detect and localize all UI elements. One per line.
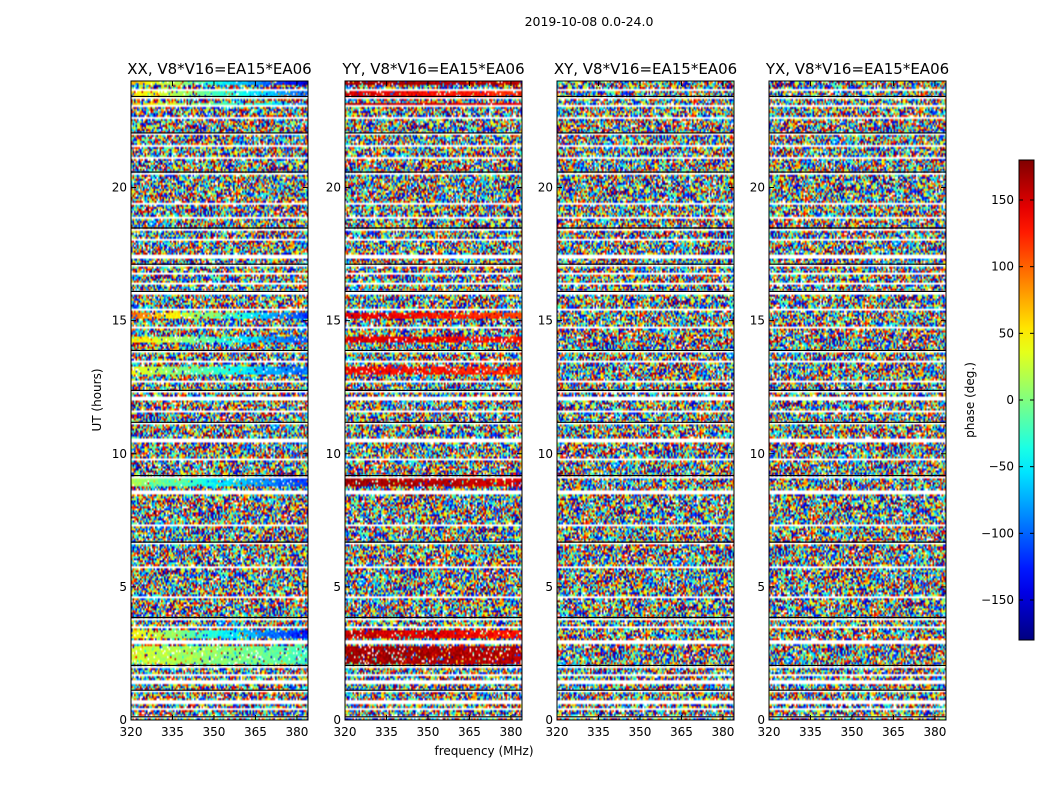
panel-frame	[556, 80, 735, 721]
colorbar-tick-label: −150	[981, 593, 1014, 607]
colorbar-label: phase (deg.)	[963, 362, 977, 438]
x-tick-label: 320	[120, 725, 143, 739]
y-tick-label: 10	[326, 447, 341, 461]
x-tick-label: 350	[203, 725, 226, 739]
y-tick-label: 15	[750, 314, 765, 328]
y-axis-label: UT (hours)	[90, 368, 104, 431]
x-tick-label: 350	[841, 725, 864, 739]
figure-suptitle: 2019-10-08 0.0-24.0	[525, 14, 654, 29]
panel-4: YX, V8*V16=EA15*EA06 320 335 350 365 380 0 5 10 1…	[750, 60, 949, 739]
phase-heatmap	[769, 81, 946, 720]
panel-frame	[344, 80, 523, 721]
phase-heatmap	[345, 81, 522, 720]
y-tick-label: 0	[757, 713, 765, 727]
colorbar-tick-label: −100	[981, 526, 1014, 540]
y-tick-label: 10	[750, 447, 765, 461]
y-tick-label: 5	[119, 580, 127, 594]
x-tick-label: 380	[285, 725, 308, 739]
colorbar: −150 −100 −50 0 50 100 150	[981, 159, 1035, 641]
panel-3: XY, V8*V16=EA15*EA06 320 335 350 365 380 0 5 10 1…	[538, 60, 737, 739]
panel-frame	[768, 80, 947, 721]
panel-title: XY, V8*V16=EA15*EA06	[554, 60, 737, 78]
x-tick-label: 380	[923, 725, 946, 739]
x-tick-label: 335	[587, 725, 610, 739]
y-tick-label: 0	[545, 713, 553, 727]
y-tick-label: 15	[538, 314, 553, 328]
x-tick-label: 320	[758, 725, 781, 739]
x-tick-label: 380	[711, 725, 734, 739]
y-tick-label: 0	[333, 713, 341, 727]
y-tick-label: 20	[538, 181, 553, 195]
y-tick-label: 5	[545, 580, 553, 594]
x-tick-label: 350	[629, 725, 652, 739]
panel-frame	[130, 80, 309, 721]
y-tick-label: 15	[112, 314, 127, 328]
colorbar-tick-label: 0	[1006, 393, 1014, 407]
y-tick-label: 10	[538, 447, 553, 461]
y-tick-label: 20	[750, 181, 765, 195]
panel-1: XX, V8*V16=EA15*EA06 320 335 350 365 380 0 5 10 1…	[112, 60, 312, 739]
x-tick-label: 335	[799, 725, 822, 739]
colorbar-tick-label: −50	[989, 460, 1014, 474]
x-tick-label: 365	[670, 725, 693, 739]
y-tick-label: 5	[757, 580, 765, 594]
y-tick-label: 0	[119, 713, 127, 727]
phase-heatmap	[557, 81, 734, 720]
colorbar-tick-label: 50	[999, 326, 1014, 340]
panel-title: YY, V8*V16=EA15*EA06	[341, 60, 524, 78]
y-tick-label: 5	[333, 580, 341, 594]
x-tick-label: 335	[161, 725, 184, 739]
y-tick-label: 10	[112, 447, 127, 461]
x-tick-label: 365	[882, 725, 905, 739]
x-tick-label: 320	[334, 725, 357, 739]
x-tick-label: 320	[546, 725, 569, 739]
panel-title: YX, V8*V16=EA15*EA06	[765, 60, 949, 78]
panel-2: YY, V8*V16=EA15*EA06 320 335 350 365 380 0 5 10 1…	[326, 60, 525, 739]
colorbar-tick-label: 100	[991, 260, 1014, 274]
y-tick-label: 20	[112, 181, 127, 195]
x-tick-label: 335	[375, 725, 398, 739]
x-tick-label: 380	[499, 725, 522, 739]
panel-title: XX, V8*V16=EA15*EA06	[127, 60, 311, 78]
y-tick-label: 15	[326, 314, 341, 328]
panels: XX, V8*V16=EA15*EA06 320 335 350 365 380 0 5 10 1…	[112, 60, 949, 739]
x-axis-label: frequency (MHz)	[434, 744, 533, 758]
phase-heatmap	[131, 81, 308, 720]
x-tick-label: 350	[417, 725, 440, 739]
y-tick-label: 20	[326, 181, 341, 195]
colorbar-tick-label: 150	[991, 193, 1014, 207]
x-tick-label: 365	[458, 725, 481, 739]
x-tick-label: 365	[244, 725, 267, 739]
